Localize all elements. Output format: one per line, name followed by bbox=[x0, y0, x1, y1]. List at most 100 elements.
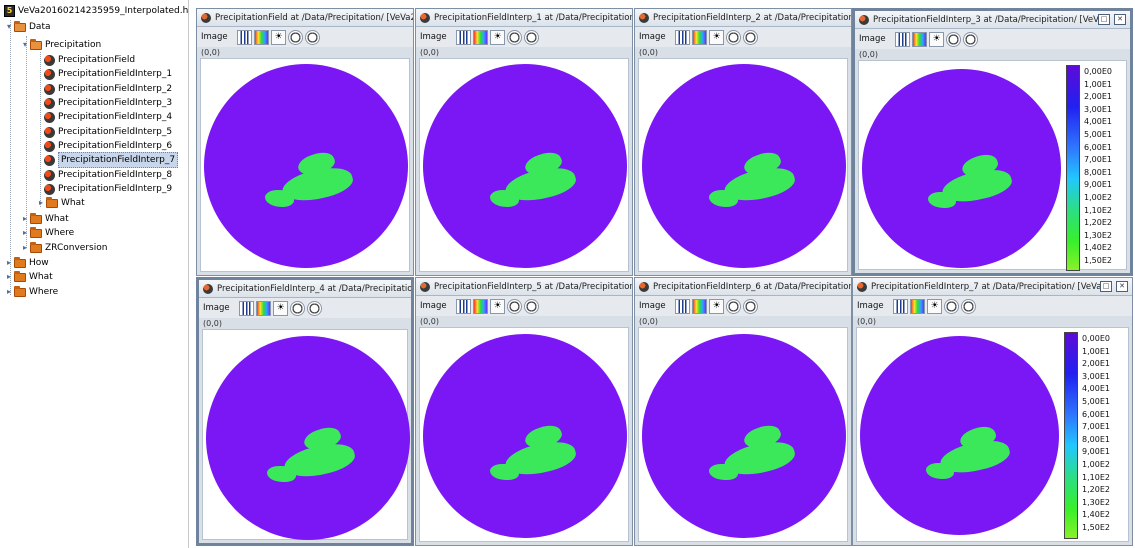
zoom-out-icon[interactable] bbox=[961, 298, 976, 314]
tree-dataset-item[interactable]: PrecipitationFieldInterp_7 bbox=[44, 152, 179, 168]
expand-toggle-icon[interactable]: ▸ bbox=[6, 287, 11, 296]
brightness-icon[interactable]: ☀ bbox=[929, 31, 944, 47]
image-canvas[interactable] bbox=[202, 329, 410, 540]
palette-icon[interactable] bbox=[912, 31, 927, 47]
maximize-icon[interactable]: □ bbox=[1098, 14, 1110, 25]
expand-toggle-icon[interactable]: ▸ bbox=[6, 258, 11, 267]
image-canvas[interactable] bbox=[638, 58, 848, 272]
zoom-in-icon[interactable] bbox=[288, 29, 303, 45]
palette-icon[interactable] bbox=[256, 300, 271, 316]
expand-toggle-icon[interactable]: ▸ bbox=[22, 214, 27, 223]
image-canvas[interactable] bbox=[200, 58, 410, 272]
window-titlebar[interactable]: PrecipitationFieldInterp_4 at /Data/Prec… bbox=[199, 280, 411, 298]
zoom-out-icon[interactable] bbox=[743, 298, 758, 314]
folder-icon bbox=[30, 241, 42, 253]
tree-dataset-item[interactable]: PrecipitationFieldInterp_5 bbox=[44, 125, 172, 139]
histogram-icon[interactable] bbox=[239, 300, 254, 316]
tree-dataset-item[interactable]: PrecipitationFieldInterp_2 bbox=[44, 82, 172, 96]
close-icon[interactable]: ✕ bbox=[1114, 14, 1126, 25]
expand-toggle-icon[interactable]: ▸ bbox=[38, 198, 43, 207]
zoom-out-icon[interactable] bbox=[524, 298, 539, 314]
zoom-in-icon[interactable] bbox=[507, 29, 522, 45]
image-window[interactable]: PrecipitationFieldInterp_7 at /Data/Prec… bbox=[852, 277, 1133, 546]
image-canvas[interactable]: 0,00E0 1,00E1 2,00E1 3,00E1 4,00E1 5,00E1 6,00… bbox=[858, 60, 1127, 271]
zoom-in-icon[interactable] bbox=[507, 298, 522, 314]
tree-dataset-item[interactable]: PrecipitationFieldInterp_3 bbox=[44, 96, 172, 110]
histogram-icon[interactable] bbox=[456, 29, 471, 45]
window-titlebar[interactable]: PrecipitationFieldInterp_1 at /Data/Prec… bbox=[416, 9, 632, 27]
brightness-icon[interactable]: ☀ bbox=[490, 298, 505, 314]
zoom-out-icon[interactable] bbox=[524, 29, 539, 45]
image-window[interactable]: PrecipitationFieldInterp_5 at /Data/Prec… bbox=[415, 277, 633, 546]
maximize-icon[interactable]: □ bbox=[1100, 281, 1112, 292]
tree-item-precipitation[interactable]: ▾ Precipitation bbox=[20, 38, 101, 52]
zoom-out-icon[interactable] bbox=[307, 300, 322, 316]
window-titlebar[interactable]: PrecipitationFieldInterp_3 at /Data/Prec… bbox=[855, 11, 1130, 29]
histogram-icon[interactable] bbox=[675, 29, 690, 45]
tree-item-how[interactable]: ▸ How bbox=[4, 256, 49, 270]
histogram-icon[interactable] bbox=[895, 31, 910, 47]
brightness-icon[interactable]: ☀ bbox=[271, 29, 286, 45]
tree-file-root[interactable]: 5 VeVa20160214235959_Interpolated.h5 bbox=[4, 4, 188, 18]
image-window[interactable]: PrecipitationFieldInterp_6 at /Data/Prec… bbox=[634, 277, 852, 546]
legend-tick-label: 1,00E1 bbox=[1084, 79, 1112, 89]
image-canvas[interactable]: 0,00E0 1,00E1 2,00E1 3,00E1 4,00E1 5,00E1 6,00… bbox=[856, 327, 1129, 542]
tree-item-precip-what[interactable]: ▸ What bbox=[36, 196, 85, 210]
brightness-icon[interactable]: ☀ bbox=[273, 300, 288, 316]
zoom-in-icon[interactable] bbox=[946, 31, 961, 47]
zoom-out-icon[interactable] bbox=[743, 29, 758, 45]
image-window[interactable]: PrecipitationFieldInterp_4 at /Data/Prec… bbox=[196, 277, 414, 546]
collapse-toggle-icon[interactable]: ▾ bbox=[6, 22, 11, 31]
histogram-icon[interactable] bbox=[675, 298, 690, 314]
folder-icon bbox=[30, 212, 42, 224]
image-canvas[interactable] bbox=[419, 58, 629, 272]
image-window[interactable]: PrecipitationFieldInterp_3 at /Data/Prec… bbox=[852, 8, 1133, 276]
tree-dataset-item[interactable]: PrecipitationFieldInterp_6 bbox=[44, 139, 172, 153]
tree-dataset-item[interactable]: PrecipitationFieldInterp_4 bbox=[44, 110, 172, 124]
palette-icon[interactable] bbox=[692, 29, 707, 45]
tree-item-data-what[interactable]: ▸ What bbox=[20, 212, 69, 226]
palette-icon[interactable] bbox=[692, 298, 707, 314]
palette-icon[interactable] bbox=[473, 29, 488, 45]
zoom-in-icon[interactable] bbox=[944, 298, 959, 314]
palette-icon[interactable] bbox=[910, 298, 925, 314]
tree-item-where[interactable]: ▸ Where bbox=[4, 285, 58, 299]
window-titlebar[interactable]: PrecipitationFieldInterp_6 at /Data/Prec… bbox=[635, 278, 851, 296]
tree-dataset-item[interactable]: PrecipitationFieldInterp_9 bbox=[44, 182, 172, 196]
brightness-icon[interactable]: ☀ bbox=[709, 29, 724, 45]
histogram-icon[interactable] bbox=[237, 29, 252, 45]
palette-icon[interactable] bbox=[473, 298, 488, 314]
tree-item-what[interactable]: ▸ What bbox=[4, 270, 53, 284]
window-titlebar[interactable]: PrecipitationFieldInterp_7 at /Data/Prec… bbox=[853, 278, 1132, 296]
image-canvas[interactable] bbox=[419, 327, 629, 542]
zoom-in-icon[interactable] bbox=[290, 300, 305, 316]
brightness-icon[interactable]: ☀ bbox=[709, 298, 724, 314]
window-titlebar[interactable]: PrecipitationField at /Data/Precipitatio… bbox=[197, 9, 413, 27]
tree-item-data[interactable]: ▾ Data bbox=[4, 20, 51, 34]
expand-toggle-icon[interactable]: ▸ bbox=[6, 272, 11, 281]
tree-dataset-item[interactable]: PrecipitationFieldInterp_1 bbox=[44, 67, 172, 81]
collapse-toggle-icon[interactable]: ▾ bbox=[22, 40, 27, 49]
zoom-out-icon[interactable] bbox=[305, 29, 320, 45]
tree-item-data-where[interactable]: ▸ Where bbox=[20, 226, 74, 240]
zoom-in-icon[interactable] bbox=[726, 29, 741, 45]
tree-item-zrconversion[interactable]: ▸ ZRConversion bbox=[20, 241, 107, 255]
window-titlebar[interactable]: PrecipitationFieldInterp_2 at /Data/Prec… bbox=[635, 9, 851, 27]
tree-dataset-item[interactable]: PrecipitationFieldInterp_8 bbox=[44, 168, 172, 182]
zoom-in-icon[interactable] bbox=[726, 298, 741, 314]
tree-dataset-item[interactable]: PrecipitationField bbox=[44, 53, 135, 67]
brightness-icon[interactable]: ☀ bbox=[927, 298, 942, 314]
zoom-out-icon[interactable] bbox=[963, 31, 978, 47]
brightness-icon[interactable]: ☀ bbox=[490, 29, 505, 45]
expand-toggle-icon[interactable]: ▸ bbox=[22, 228, 27, 237]
image-canvas[interactable] bbox=[638, 327, 848, 542]
close-icon[interactable]: ✕ bbox=[1116, 281, 1128, 292]
expand-toggle-icon[interactable]: ▸ bbox=[22, 243, 27, 252]
window-titlebar[interactable]: PrecipitationFieldInterp_5 at /Data/Prec… bbox=[416, 278, 632, 296]
palette-icon[interactable] bbox=[254, 29, 269, 45]
image-window[interactable]: PrecipitationFieldInterp_1 at /Data/Prec… bbox=[415, 8, 633, 276]
histogram-icon[interactable] bbox=[893, 298, 908, 314]
histogram-icon[interactable] bbox=[456, 298, 471, 314]
image-window[interactable]: PrecipitationField at /Data/Precipitatio… bbox=[196, 8, 414, 276]
image-window[interactable]: PrecipitationFieldInterp_2 at /Data/Prec… bbox=[634, 8, 852, 276]
